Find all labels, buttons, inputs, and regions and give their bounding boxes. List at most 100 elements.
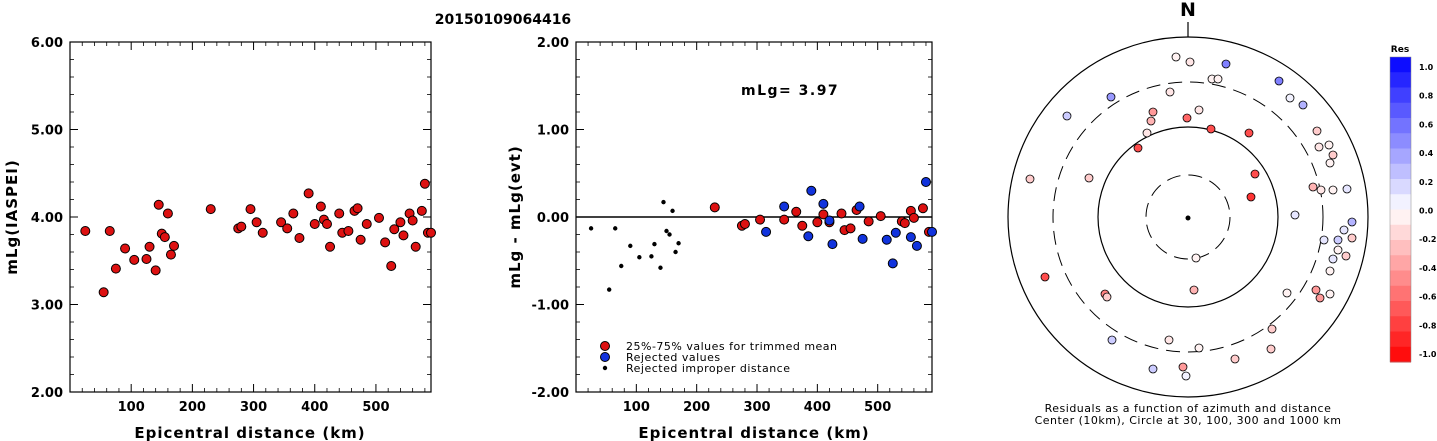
magnitude-point xyxy=(380,237,391,248)
magnitude-point xyxy=(159,232,170,243)
magnitude-point xyxy=(386,261,397,271)
station-residual-point xyxy=(1244,128,1254,138)
magnitude-point xyxy=(236,221,247,232)
circle-100km xyxy=(1097,126,1279,308)
station-residual-point xyxy=(1181,371,1191,381)
rejected-point xyxy=(761,226,772,237)
magnitude-point xyxy=(282,223,293,234)
magnitude-point xyxy=(398,230,409,241)
rejected-point xyxy=(920,177,931,187)
magnitude-point xyxy=(276,217,287,228)
mid-xtick-label: 300 xyxy=(743,400,770,415)
rejected-point xyxy=(818,198,829,209)
mid-ytick-label: 0.00 xyxy=(537,211,569,226)
trimmed-mean-point xyxy=(797,220,808,231)
left-xtick-label: 400 xyxy=(301,400,328,415)
station-residual-point xyxy=(1191,253,1201,263)
station-residual-point xyxy=(1062,111,1072,121)
station-residual-point xyxy=(1230,354,1240,364)
colorbar-swatch xyxy=(1390,255,1411,271)
trimmed-mean-point xyxy=(812,217,823,228)
colorbar: Res 1.0 0.8 0.6 0.4 0.2 0.0 -0.2 -0.4 -0.6 -0.8 -1… xyxy=(1389,45,1437,363)
colorbar-swatch xyxy=(1390,270,1411,287)
station-residual-point xyxy=(1308,182,1318,192)
trimmed-mean-point xyxy=(836,208,847,219)
mid-ytick-label: -1.00 xyxy=(532,299,569,314)
rejected-point xyxy=(881,234,892,245)
mlg-annotation: mLg= 3.97 xyxy=(741,83,839,99)
colorbar-swatch xyxy=(1390,301,1411,317)
station-residual-point xyxy=(1025,174,1035,184)
mid-xtick-label: 100 xyxy=(623,400,650,415)
colorbar-tick-label: -1.0 xyxy=(1419,350,1437,359)
left-xtick-label: 500 xyxy=(362,400,389,415)
improper-distance-point xyxy=(613,226,618,231)
trimmed-mean-point xyxy=(755,214,766,225)
improper-distance-point xyxy=(661,199,666,205)
improper-distance-point xyxy=(649,254,654,259)
legend-marker xyxy=(602,365,608,371)
epicenter-marker xyxy=(1185,215,1191,221)
colorbar-swatch xyxy=(1390,346,1411,363)
magnitude-point xyxy=(257,227,268,238)
legend-label: Rejected improper distance xyxy=(626,362,791,375)
magnitude-point xyxy=(104,226,115,236)
rejected-point xyxy=(779,201,790,212)
colorbar-tick-label: -0.2 xyxy=(1419,235,1437,244)
station-residual-point xyxy=(1084,173,1094,183)
trimmed-mean-point xyxy=(709,202,720,213)
station-residual-point xyxy=(1342,184,1352,194)
improper-distance-point xyxy=(606,287,612,292)
magnitude-point xyxy=(205,204,216,215)
colorbar-tick-label: -0.4 xyxy=(1419,264,1437,273)
trimmed-mean-point xyxy=(908,212,919,223)
station-residual-point xyxy=(1328,150,1338,160)
colorbar-swatch xyxy=(1390,331,1411,348)
left-axes: 100 200 300 400 500 2.00 3.00 4.00 5.00 6.00 xyxy=(31,36,431,415)
station-residual-point xyxy=(1325,289,1335,299)
magnitude-point xyxy=(162,208,173,219)
mid-ytick-label: 1.00 xyxy=(537,124,569,139)
mid-xtick-label: 200 xyxy=(683,400,710,415)
station-residual-point xyxy=(1341,251,1351,261)
legend-label: 25%-75% values for trimmed mean xyxy=(626,340,838,353)
station-residual-point xyxy=(1106,92,1116,102)
left-xlabel: Epicentral distance (km) xyxy=(134,424,365,441)
station-residual-point xyxy=(1040,272,1050,282)
colorbar-ticks: 1.0 0.8 0.6 0.4 0.2 0.0 -0.2 -0.4 -0.6 -0.8 -1.0 xyxy=(1419,63,1437,359)
left-points xyxy=(80,178,436,298)
trimmed-mean-point xyxy=(863,216,874,227)
station-residual-point xyxy=(1316,185,1326,195)
station-residual-point xyxy=(1148,364,1158,374)
improper-distance-point xyxy=(664,228,669,234)
station-residual-point xyxy=(1266,344,1276,354)
colorbar-swatch xyxy=(1390,163,1411,180)
left-ytick-label: 2.00 xyxy=(31,386,63,401)
magnitude-point xyxy=(294,233,305,243)
left-panel: 100 200 300 400 500 2.00 3.00 4.00 5.00 6.00 Epic… xyxy=(3,36,436,441)
legend-label: Rejected values xyxy=(626,351,721,364)
left-ytick-label: 6.00 xyxy=(31,36,63,51)
left-ylabel: mLg(IASPEI) xyxy=(3,159,21,274)
rejected-point xyxy=(806,185,817,196)
colorbar-swatch xyxy=(1390,57,1411,73)
rejected-point xyxy=(824,215,835,226)
station-residual-point xyxy=(1314,142,1324,152)
station-residual-point xyxy=(1315,293,1325,303)
magnitude-point xyxy=(165,249,176,260)
station-residual-point xyxy=(1194,343,1204,353)
station-residual-point xyxy=(1325,266,1335,276)
colorbar-swatch xyxy=(1390,87,1411,104)
middle-axes: 100 200 300 400 500 -2.00 -1.00 0.00 1.00 2.00 xyxy=(532,36,932,415)
magnitude-point xyxy=(120,243,131,254)
station-residual-point xyxy=(1311,285,1321,295)
magnitude-point xyxy=(315,201,326,212)
station-residual-point xyxy=(1285,93,1295,103)
station-residual-point xyxy=(1221,59,1231,69)
mid-xtick-label: 500 xyxy=(864,400,891,415)
magnitude-point xyxy=(141,254,152,264)
legend: 25%-75% values for trimmed meanRejected … xyxy=(600,340,838,375)
station-residual-point xyxy=(1333,235,1343,245)
colorbar-swatch xyxy=(1390,102,1411,119)
improper-distance-point xyxy=(676,241,681,246)
